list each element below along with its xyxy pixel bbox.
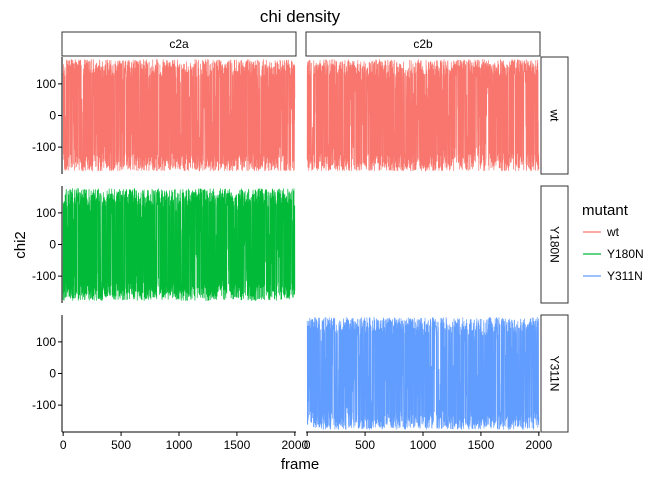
x-tick-label: 0: [60, 438, 67, 452]
row-strips: wt Y180N Y311N: [540, 56, 569, 433]
series-line-wt-c2a: [62, 59, 296, 172]
series-line-Y311N-c2b: [306, 317, 540, 430]
row-strip-Y311N: [540, 314, 569, 433]
column-strips: c2a c2b: [61, 31, 541, 57]
row-strip-label: Y311N: [548, 356, 562, 392]
x-tick-label: 1000: [410, 438, 437, 452]
row-strip-wt: [540, 56, 569, 175]
column-strip-c2b: [305, 31, 541, 57]
x-axis-title: frame: [281, 456, 319, 473]
x-tick-label: 1500: [468, 438, 495, 452]
x-tick-label: 0: [304, 438, 311, 452]
y-tick-label: -100: [32, 398, 56, 412]
y-tick-label: 0: [49, 238, 56, 252]
legend-label: Y180N: [607, 247, 644, 261]
row-strip-label: wt: [548, 109, 562, 123]
y-axes: -100 0 100 -100 0 100 -100 0 100: [32, 57, 63, 432]
facet-panels: [62, 59, 540, 430]
y-tick-label: 100: [36, 335, 56, 349]
x-tick-label: 500: [355, 438, 375, 452]
legend-title: mutant: [582, 202, 629, 219]
y-tick-label: 100: [36, 77, 56, 91]
y-tick-label: -100: [32, 269, 56, 283]
row-strip-label: Y180N: [548, 226, 562, 263]
legend: mutant wt Y180N Y311N: [582, 202, 644, 283]
y-tick-label: 0: [49, 109, 56, 123]
legend-label: Y311N: [607, 269, 643, 283]
x-tick-label: 2000: [281, 438, 308, 452]
series-line-Y180N-c2a: [62, 188, 296, 301]
y-tick-label: 0: [49, 367, 56, 381]
x-tick-label: 500: [111, 438, 131, 452]
x-tick-label: 2000: [525, 438, 552, 452]
legend-label: wt: [606, 225, 620, 239]
y-axis-title: chi2: [12, 231, 29, 259]
column-strip-label: c2a: [169, 37, 189, 51]
column-strip-c2a: [61, 31, 297, 57]
y-tick-label: -100: [32, 140, 56, 154]
series-line-wt-c2b: [306, 59, 540, 172]
x-tick-label: 1500: [224, 438, 251, 452]
column-strip-label: c2b: [413, 37, 433, 51]
y-tick-label: 100: [36, 206, 56, 220]
x-tick-label: 1000: [166, 438, 193, 452]
chart-title: chi density: [260, 7, 341, 26]
row-strip-Y180N: [540, 185, 569, 304]
